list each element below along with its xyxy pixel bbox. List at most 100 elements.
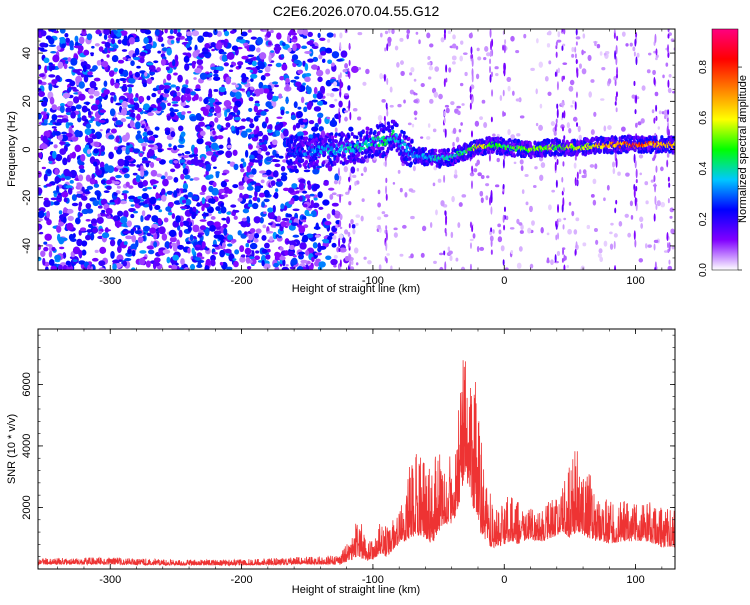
spectrogram-cell [475, 73, 480, 80]
spectrogram-cell [316, 133, 320, 138]
spectrogram-cell [140, 169, 145, 177]
spectrogram-cell [238, 181, 244, 187]
spectrogram-cell [282, 259, 286, 267]
spectrogram-cell [157, 36, 164, 43]
spectrogram-cell [124, 155, 132, 161]
spectrogram-cell [201, 241, 206, 249]
spectrogram-cell [363, 155, 368, 160]
spectrogram-cell [258, 142, 263, 146]
spectrogram-cell [494, 66, 499, 70]
spectrogram-cell [641, 85, 646, 91]
spectrogram-cell [536, 38, 539, 44]
spectrogram-cell [132, 172, 138, 176]
spectrogram-cell [47, 169, 52, 174]
spectrogram-cell [563, 254, 566, 262]
spectrogram-cell [272, 222, 277, 228]
spectrogram-cell [396, 62, 400, 68]
spectrogram-cell [601, 66, 606, 71]
spectrogram-cell [244, 149, 249, 158]
spectrogram-cell [254, 115, 261, 118]
spectrogram-cell [334, 210, 339, 215]
spectrogram-cell [306, 102, 312, 111]
spectrogram-cell [225, 150, 233, 159]
spectrogram-cell [254, 100, 260, 104]
spectrogram-cell [349, 111, 352, 121]
spectrogram-cell [201, 47, 209, 54]
spectrogram-cell [360, 173, 364, 177]
spectrogram-cell [177, 244, 185, 250]
spectrogram-cell [220, 206, 227, 214]
spectrogram-cell [127, 104, 135, 107]
spectrogram-cell [192, 224, 200, 233]
spectrogram-cell [227, 234, 233, 241]
spectrogram-cell [428, 65, 434, 71]
spectrogram-cell [210, 42, 217, 48]
spectrogram-cell [108, 237, 116, 240]
spectrogram-cell [634, 239, 637, 248]
spectrogram-cell [194, 257, 201, 261]
spectrogram-cell [121, 107, 128, 116]
spectrogram-cell [253, 105, 259, 113]
spectrogram-cell [280, 203, 285, 210]
spectrogram-cell [483, 121, 488, 128]
spectrogram-cell [377, 202, 382, 208]
spectrogram-cell [653, 41, 656, 46]
spectrogram-cell [529, 263, 534, 269]
spectrogram-cell [471, 68, 474, 77]
spectrogram-cell [173, 190, 178, 198]
spectrogram-cell [472, 139, 476, 144]
spectrogram-cell [237, 230, 242, 236]
spectrogram-cell [166, 190, 174, 195]
spectrogram-cell [667, 265, 673, 270]
spectrogram-cell [561, 190, 564, 196]
spectrogram-cell [445, 217, 448, 226]
spectrogram-cell [146, 197, 151, 204]
spectrogram-cell [133, 56, 141, 61]
spectrogram-cell [444, 227, 447, 234]
spectrogram-cell [445, 64, 448, 73]
spectrogram-cell [175, 215, 181, 223]
spectrogram-cell [385, 177, 388, 184]
figure-title: C2E6.2026.070.04.55.G12 [273, 3, 440, 19]
spectrogram-cell [74, 144, 82, 153]
spectrogram-cell [333, 255, 338, 259]
spectrogram-cell [94, 43, 100, 47]
spectrogram-cell [73, 45, 81, 49]
spectrogram-cell [635, 168, 638, 179]
spectrogram-cell [112, 263, 117, 270]
spectrogram-cell [248, 161, 254, 167]
spectrogram-cell [347, 231, 351, 237]
spectrogram-cell [40, 111, 47, 115]
spectrogram-cell [50, 265, 55, 270]
spectrogram-cell [599, 256, 604, 263]
spectrogram-cell [305, 73, 312, 77]
spectrogram-cell [355, 135, 359, 140]
spectrogram-cell [147, 140, 155, 144]
spectrogram-cell [216, 30, 222, 37]
spectrogram-cell [325, 68, 331, 75]
spectrogram-cell [461, 103, 465, 106]
spectrogram-cell [56, 115, 64, 118]
spectrogram-cell [52, 54, 60, 63]
spectrogram-cell [592, 178, 597, 185]
spectrogram-cell [58, 210, 63, 215]
spectrogram-cell [173, 160, 179, 164]
spectrogram-cell [266, 248, 271, 253]
spectrogram-cell [153, 261, 161, 267]
spectrogram-cell [267, 41, 272, 46]
spectrogram-cell [239, 125, 246, 130]
spectrogram-cell [257, 148, 262, 154]
spectrogram-cell [151, 92, 157, 98]
spectrogram-cell [377, 189, 381, 195]
spectrogram-cell [38, 87, 42, 92]
spectrogram-cell [135, 121, 141, 130]
spectrogram-cell [169, 29, 174, 35]
spectrogram-cell [479, 116, 483, 120]
spectrogram-cell [182, 183, 189, 190]
spectrogram-cell [459, 55, 463, 62]
spectrogram-cell [362, 81, 367, 86]
spectrogram-cell [305, 250, 310, 256]
spectrogram-cell [310, 199, 314, 207]
spectrogram-cell [426, 32, 431, 39]
spectrogram-cell [140, 165, 144, 171]
